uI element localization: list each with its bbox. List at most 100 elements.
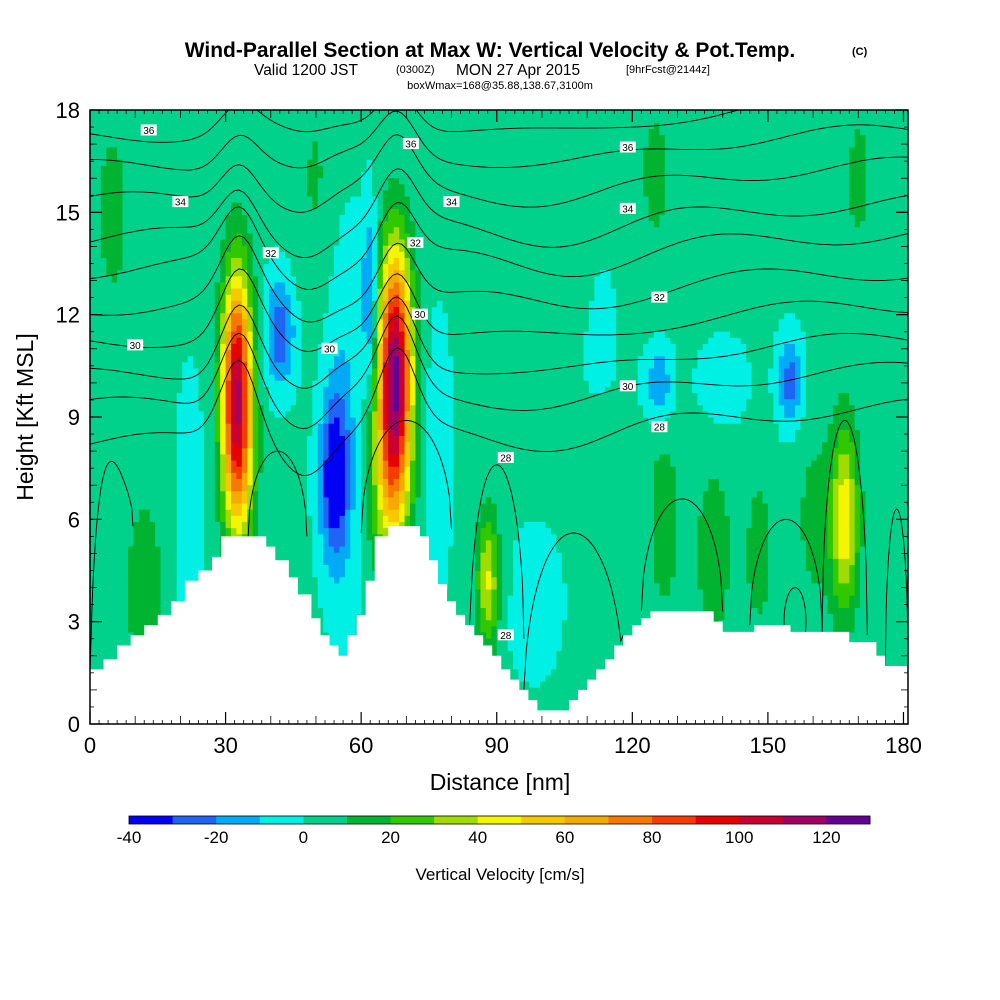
velocity-cell <box>312 429 319 437</box>
velocity-cell <box>263 386 270 394</box>
velocity-cell <box>214 374 221 381</box>
velocity-cell <box>138 552 145 559</box>
velocity-cell <box>133 134 140 142</box>
velocity-cell <box>263 349 270 357</box>
velocity-cell <box>252 263 259 271</box>
velocity-cell <box>193 441 200 449</box>
velocity-cell <box>296 404 303 412</box>
velocity-cell <box>290 331 297 338</box>
velocity-cell <box>133 478 140 486</box>
velocity-cell <box>312 361 319 369</box>
velocity-cell <box>133 288 140 295</box>
velocity-cell <box>231 165 238 172</box>
velocity-cell <box>241 318 248 326</box>
velocity-cell <box>100 226 107 234</box>
velocity-cell <box>209 545 216 553</box>
velocity-cell <box>296 435 303 443</box>
velocity-cell <box>144 582 151 590</box>
velocity-cell <box>160 435 167 443</box>
velocity-cell <box>95 110 102 117</box>
velocity-cell <box>263 257 270 265</box>
velocity-cell <box>328 263 335 271</box>
velocity-cell <box>214 533 221 541</box>
velocity-cell <box>100 177 107 185</box>
velocity-cell <box>203 441 210 449</box>
velocity-cell <box>344 324 351 332</box>
velocity-cell <box>301 570 308 578</box>
velocity-cell <box>122 189 129 197</box>
velocity-cell <box>149 140 156 148</box>
velocity-cell <box>106 361 113 369</box>
velocity-cell <box>339 410 346 418</box>
velocity-cell <box>198 269 205 277</box>
velocity-cell <box>106 183 113 191</box>
velocity-cell <box>95 122 102 130</box>
velocity-cell <box>187 398 194 406</box>
velocity-cell <box>344 607 351 615</box>
velocity-cell <box>138 466 145 473</box>
velocity-cell <box>187 257 194 265</box>
velocity-cell <box>290 552 297 559</box>
velocity-cell <box>187 288 194 295</box>
velocity-cell <box>144 238 151 246</box>
velocity-cell <box>193 294 200 301</box>
velocity-cell <box>285 539 292 547</box>
velocity-cell <box>100 558 107 565</box>
velocity-cell <box>214 410 221 418</box>
velocity-cell <box>106 110 113 117</box>
velocity-cell <box>160 183 167 191</box>
velocity-cell <box>90 343 97 351</box>
velocity-cell <box>144 527 151 535</box>
velocity-cell <box>328 380 335 387</box>
velocity-cell <box>160 417 167 424</box>
velocity-cell <box>198 110 205 117</box>
velocity-cell <box>268 515 275 522</box>
velocity-cell <box>252 226 259 234</box>
velocity-cell <box>90 545 97 553</box>
velocity-cell <box>144 601 151 608</box>
velocity-cell <box>106 484 113 492</box>
velocity-cell <box>209 288 216 295</box>
velocity-cell <box>209 165 216 172</box>
velocity-cell <box>317 631 324 639</box>
velocity-cell <box>268 337 275 344</box>
velocity-cell <box>220 122 227 130</box>
velocity-cell <box>220 466 227 473</box>
velocity-cell <box>312 152 319 160</box>
velocity-cell <box>90 552 97 559</box>
velocity-cell <box>268 502 275 510</box>
velocity-cell <box>236 367 243 375</box>
velocity-cell <box>312 527 319 535</box>
velocity-cell <box>95 638 102 645</box>
velocity-cell <box>334 288 341 295</box>
velocity-cell <box>149 509 156 516</box>
velocity-cell <box>187 189 194 197</box>
velocity-cell <box>187 355 194 363</box>
velocity-cell <box>274 257 281 265</box>
velocity-cell <box>231 472 238 479</box>
velocity-cell <box>155 478 162 486</box>
velocity-cell <box>334 189 341 197</box>
velocity-cell <box>122 275 129 283</box>
velocity-cell <box>263 269 270 277</box>
velocity-cell <box>165 496 172 504</box>
velocity-cell <box>95 318 102 326</box>
velocity-cell <box>133 269 140 277</box>
velocity-cell <box>301 576 308 584</box>
velocity-cell <box>182 453 189 461</box>
velocity-cell <box>90 232 97 240</box>
velocity-cell <box>182 545 189 553</box>
velocity-cell <box>350 374 357 381</box>
velocity-cell <box>171 417 178 424</box>
velocity-cell <box>171 539 178 547</box>
velocity-cell <box>133 318 140 326</box>
velocity-cell <box>339 361 346 369</box>
velocity-cell <box>90 417 97 424</box>
velocity-cell <box>214 171 221 179</box>
velocity-cell <box>334 318 341 326</box>
velocity-cell <box>90 484 97 492</box>
velocity-cell <box>95 595 102 602</box>
velocity-cell <box>182 140 189 148</box>
velocity-cell <box>160 140 167 148</box>
velocity-cell <box>214 435 221 443</box>
